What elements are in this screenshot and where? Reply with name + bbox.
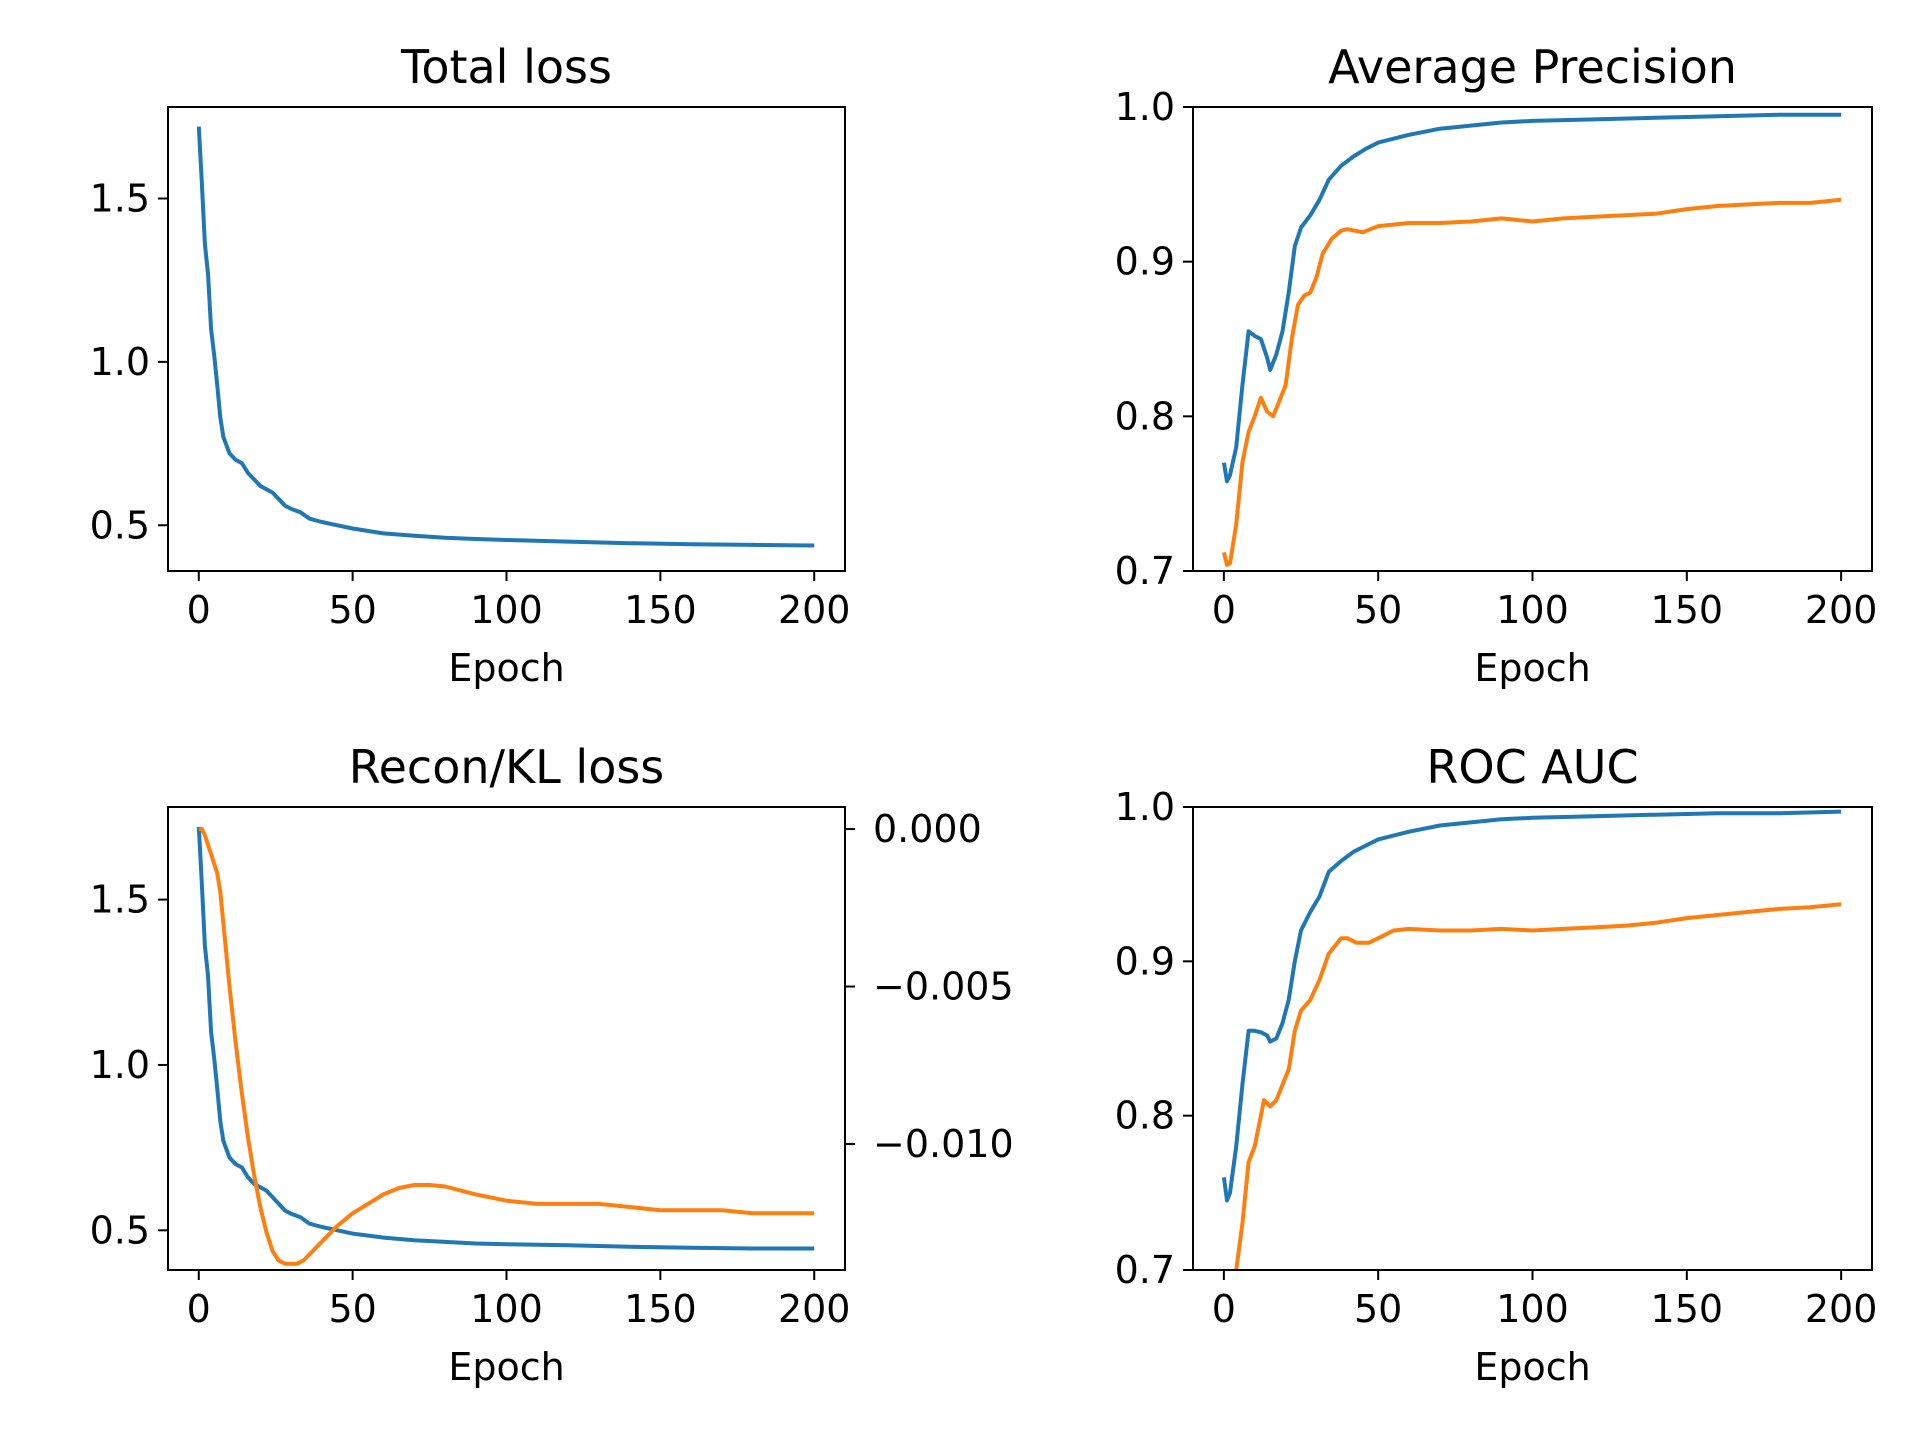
- series-line-1: [1234, 902, 1842, 1270]
- y-tick-label: 0.7: [1115, 549, 1175, 593]
- x-tick-label: 150: [624, 1287, 697, 1331]
- x-tick-label: 150: [1651, 588, 1724, 632]
- y-tick-label: 1.0: [1115, 85, 1175, 129]
- y-tick-label: 0.7: [1115, 1248, 1175, 1292]
- y-tick-label: 0.5: [90, 1208, 150, 1252]
- plot-frame: [167, 106, 846, 572]
- chart-panel-2: 0 50 100 150 200 0.5 1.0 1.5 0.000 −0.005 −0.010 Re…: [90, 740, 1014, 1389]
- chart-panel-1: 0 50 100 150 200 0.7 0.8 0.9 1.0 Average Precisio…: [1115, 40, 1878, 690]
- x-tick-label: 100: [1496, 1287, 1569, 1331]
- x-tick-label: 50: [328, 1287, 376, 1331]
- series-line-0: [196, 126, 815, 548]
- plot-frame: [1192, 106, 1873, 572]
- x-tick-label: 150: [624, 588, 697, 632]
- x-tick-label: 50: [328, 588, 376, 632]
- y-tick-label: 0.8: [1115, 1094, 1175, 1138]
- series-line-0: [196, 826, 815, 1251]
- series-line-0: [1221, 809, 1842, 1203]
- x-tick-label: 0: [187, 588, 211, 632]
- y-tick-label: 0.5: [90, 503, 150, 547]
- y2-tick-label: 0.000: [873, 807, 982, 851]
- x-tick-label: 50: [1354, 588, 1402, 632]
- series-line-1: [1221, 197, 1842, 567]
- chart-title: ROC AUC: [1426, 740, 1638, 794]
- x-tick-label: 100: [470, 1287, 543, 1331]
- x-tick-label: 200: [778, 588, 851, 632]
- y-tick-label: 1.0: [90, 1043, 150, 1087]
- chart-panel-3: 0 50 100 150 200 0.7 0.8 0.9 1.0 ROC AUC Epoch: [1115, 740, 1878, 1389]
- x-tick-label: 50: [1354, 1287, 1402, 1331]
- x-axis-label: Epoch: [1474, 1345, 1590, 1389]
- y2-tick-label: −0.010: [873, 1122, 1014, 1166]
- series-line-0: [1221, 112, 1842, 484]
- chart-title: Recon/KL loss: [349, 740, 665, 794]
- y-tick-label: 1.5: [90, 176, 150, 220]
- x-tick-label: 200: [778, 1287, 851, 1331]
- y-tick-label: 0.8: [1115, 394, 1175, 438]
- y-tick-label: 1.0: [90, 340, 150, 384]
- y2-tick-label: −0.005: [873, 965, 1014, 1009]
- series-line-1: [198, 827, 815, 1266]
- x-axis-label: Epoch: [448, 646, 564, 690]
- x-tick-label: 100: [470, 588, 543, 632]
- x-tick-label: 200: [1805, 1287, 1878, 1331]
- x-tick-label: 100: [1496, 588, 1569, 632]
- y-tick-label: 1.5: [90, 878, 150, 922]
- y-tick-label: 0.9: [1115, 240, 1175, 284]
- chart-panel-0: 0 50 100 150 200 0.5 1.0 1.5 Total loss Epoch: [90, 40, 851, 690]
- x-axis-label: Epoch: [448, 1345, 564, 1389]
- y-tick-label: 0.9: [1115, 939, 1175, 983]
- x-axis-label: Epoch: [1474, 646, 1590, 690]
- chart-title: Total loss: [400, 40, 612, 94]
- x-tick-label: 200: [1805, 588, 1878, 632]
- x-tick-label: 150: [1651, 1287, 1724, 1331]
- x-tick-label: 0: [1212, 1287, 1236, 1331]
- x-tick-label: 0: [1212, 588, 1236, 632]
- x-tick-label: 0: [187, 1287, 211, 1331]
- chart-title: Average Precision: [1328, 40, 1737, 94]
- y-tick-label: 1.0: [1115, 785, 1175, 829]
